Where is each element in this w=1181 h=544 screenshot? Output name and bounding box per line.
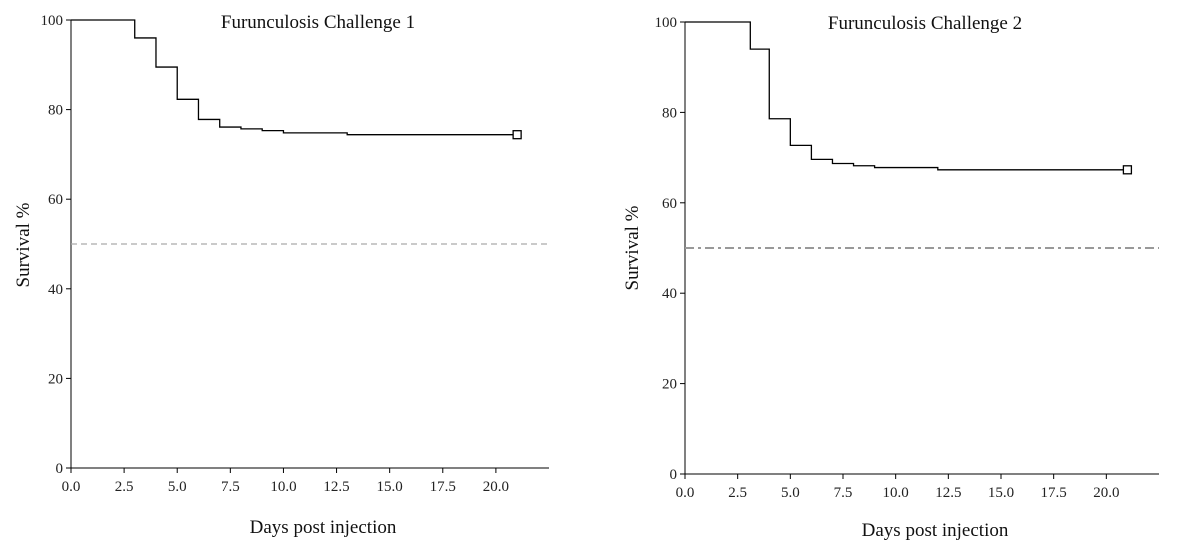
y-tick-label: 0: [670, 467, 678, 483]
y-axis-label: Survival %: [622, 205, 643, 290]
x-tick-label: 0.0: [62, 479, 81, 495]
y-tick-label: 100: [41, 13, 64, 29]
y-tick-label: 40: [48, 282, 63, 298]
survival-step-line: [685, 21, 1128, 171]
censor-marker: [512, 130, 522, 140]
y-tick-label: 80: [662, 105, 677, 121]
x-tick-label: 5.0: [781, 485, 800, 501]
chart-challenge-1: Furunculosis Challenge 1 Days post injec…: [13, 12, 549, 538]
y-tick-label: 20: [662, 377, 677, 393]
y-axis-label: Survival %: [13, 202, 34, 287]
x-tick-label: 0.0: [676, 485, 695, 501]
x-tick-label: 15.0: [988, 485, 1014, 501]
x-tick-label: 20.0: [483, 479, 509, 495]
plot-marks: 0.0 2.5 5.0 7.5 10.0 12.5 15.0 17.5 20.0 0 20 40 60 8…: [41, 13, 549, 495]
survival-step-line: [71, 19, 518, 136]
y-tick-label: 60: [48, 192, 63, 208]
x-tick-label: 2.5: [728, 485, 747, 501]
chart-title: Furunculosis Challenge 1: [221, 12, 415, 33]
censor-marker: [1122, 165, 1133, 175]
y-tick-label: 80: [48, 103, 63, 119]
x-tick-label: 7.5: [221, 479, 240, 495]
x-tick-label: 17.5: [430, 479, 456, 495]
x-tick-label: 7.5: [834, 485, 853, 501]
y-tick-label: 20: [48, 371, 63, 387]
x-tick-label: 12.5: [323, 479, 349, 495]
y-tick-label: 100: [655, 15, 678, 31]
x-tick-label: 10.0: [270, 479, 296, 495]
x-axis-label: Days post injection: [862, 520, 1009, 541]
y-tick-label: 60: [662, 196, 677, 212]
chart-challenge-2: Furunculosis Challenge 2 Days post injec…: [622, 13, 1159, 541]
x-tick-label: 10.0: [883, 485, 909, 501]
x-tick-label: 5.0: [168, 479, 187, 495]
y-tick-label: 40: [662, 286, 677, 302]
x-axis-label: Days post injection: [250, 517, 397, 538]
plot-marks: 0.0 2.5 5.0 7.5 10.0 12.5 15.0 17.5 20.0 0 20 40 60 8…: [655, 15, 1159, 501]
chart-title: Furunculosis Challenge 2: [828, 13, 1022, 34]
x-tick-label: 17.5: [1041, 485, 1067, 501]
x-tick-label: 20.0: [1093, 485, 1119, 501]
x-tick-label: 2.5: [115, 479, 134, 495]
x-tick-label: 15.0: [377, 479, 403, 495]
x-tick-label: 12.5: [935, 485, 961, 501]
y-tick-label: 0: [56, 461, 64, 477]
